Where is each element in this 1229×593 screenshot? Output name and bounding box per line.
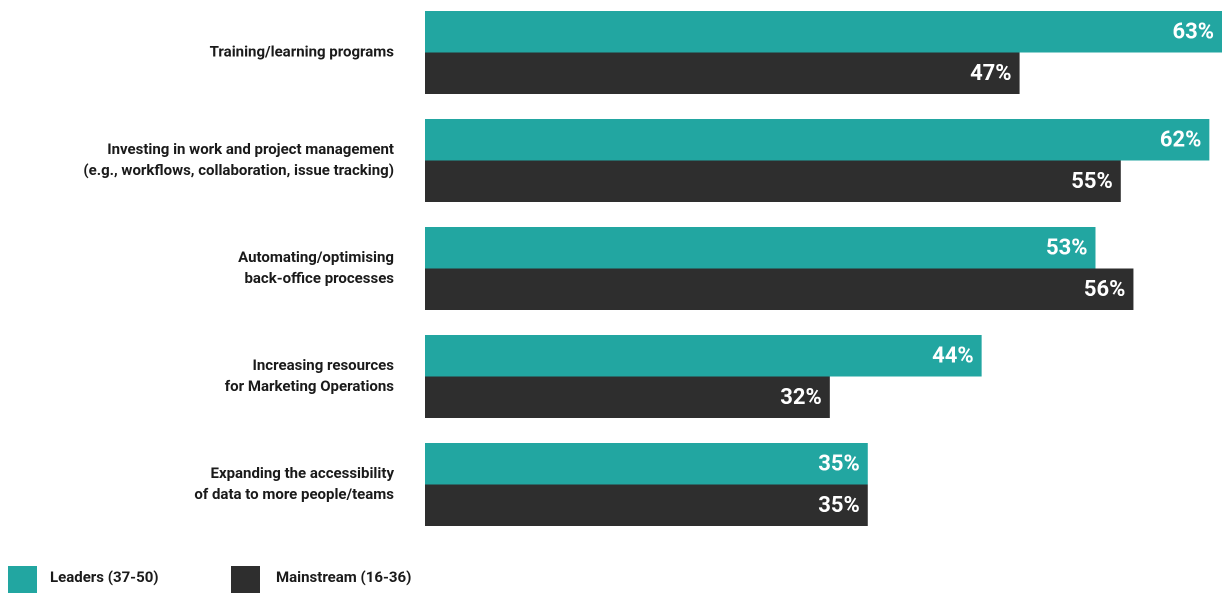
bar xyxy=(425,160,1121,202)
legend-label: Mainstream (16-36) xyxy=(276,568,411,586)
legend-swatch xyxy=(8,566,37,593)
category-label: back-office processes xyxy=(244,269,394,287)
category-label: for Marketing Operations xyxy=(225,377,395,395)
category-label: (e.g., workflows, collaboration, issue t… xyxy=(83,161,394,179)
value-label: 63% xyxy=(1172,20,1214,45)
legend-label: Leaders (37-50) xyxy=(50,568,159,586)
category-label: Expanding the accessibility xyxy=(211,464,395,482)
bar xyxy=(425,376,830,418)
value-label: 44% xyxy=(932,344,974,369)
value-label: 35% xyxy=(818,452,860,477)
category-label: Automating/optimising xyxy=(238,248,394,266)
bar xyxy=(425,52,1020,94)
bar xyxy=(425,268,1134,310)
value-label: 55% xyxy=(1071,169,1113,194)
bar xyxy=(425,11,1222,53)
legend-swatch xyxy=(231,566,260,593)
category-label: Increasing resources xyxy=(253,356,395,374)
value-label: 47% xyxy=(970,61,1012,86)
category-label: of data to more people/teams xyxy=(194,485,394,503)
bar xyxy=(425,227,1096,269)
bar xyxy=(425,119,1210,161)
category-label: Training/learning programs xyxy=(210,42,395,60)
value-label: 56% xyxy=(1084,277,1126,302)
bar xyxy=(425,484,868,526)
value-label: 35% xyxy=(818,493,860,518)
bar xyxy=(425,443,868,485)
value-label: 62% xyxy=(1160,128,1202,153)
value-label: 53% xyxy=(1046,236,1088,261)
value-label: 32% xyxy=(780,385,822,410)
bar xyxy=(425,335,982,377)
category-label: Investing in work and project management xyxy=(107,140,394,158)
